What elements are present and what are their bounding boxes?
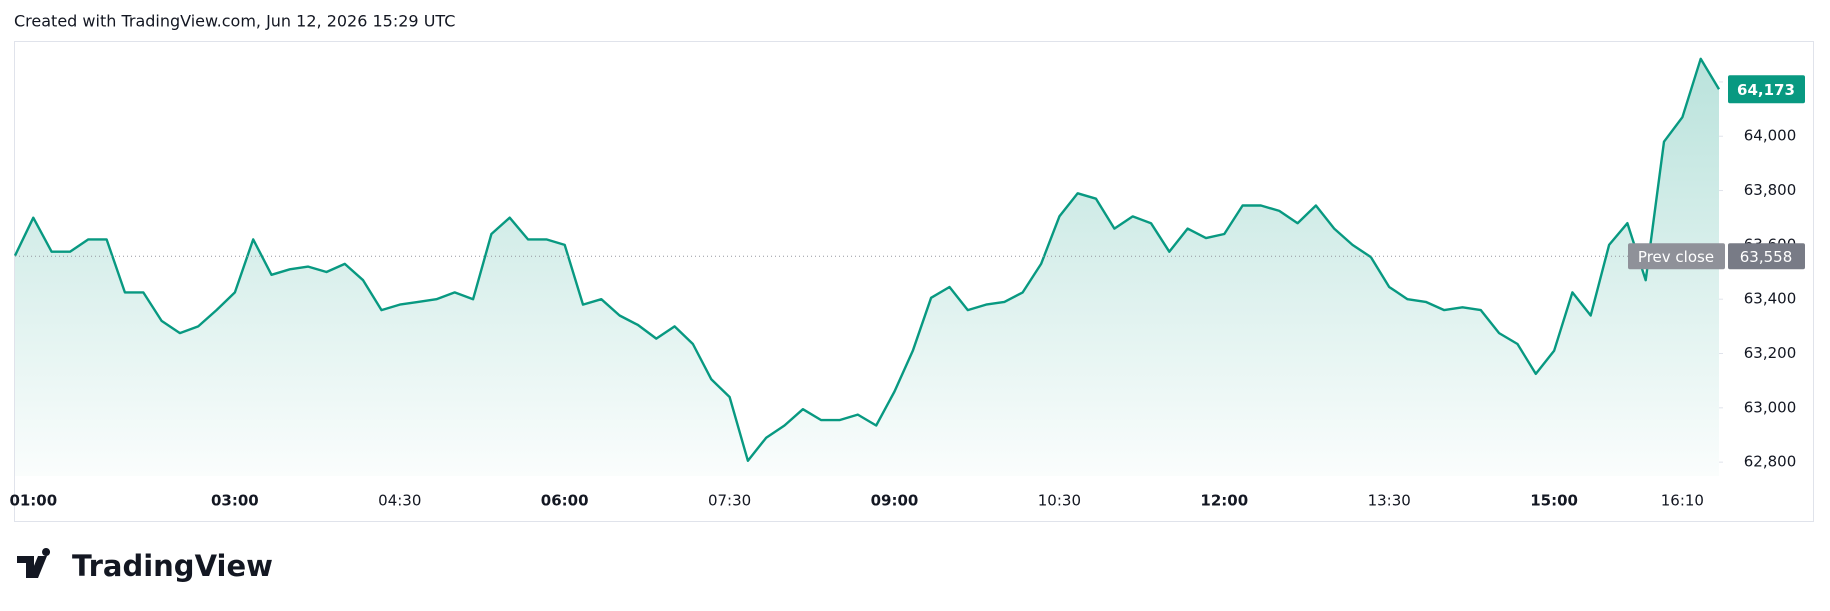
last-price-label: 64,173 [1737, 81, 1795, 99]
y-tick-label: 63,400 [1744, 290, 1797, 308]
logo: TradingView [17, 548, 273, 583]
prev-close-tag [1628, 243, 1725, 270]
logo-mark [17, 548, 51, 578]
x-tick-label: 03:00 [211, 492, 259, 510]
frame [14, 41, 1814, 522]
x-tick-label: 13:30 [1368, 492, 1411, 510]
y-tick-label: 64,000 [1744, 127, 1797, 145]
prev-close-value: 63,558 [1740, 248, 1793, 266]
line [13, 57, 1721, 462]
logo-text: TradingView [72, 549, 273, 583]
x-tick-label: 09:00 [871, 492, 919, 510]
x-tick-label: 06:00 [541, 492, 589, 510]
prev-close-value-tag [1728, 243, 1805, 270]
x-tick-label: 10:30 [1038, 492, 1081, 510]
x-tick-label: 04:30 [378, 492, 421, 510]
x-tick-label: 01:00 [9, 492, 57, 510]
y-tick-label: 63,800 [1744, 181, 1797, 199]
x-tick-label: 15:00 [1530, 492, 1578, 510]
y-tick-label: 62,800 [1744, 453, 1797, 471]
x-tick-label: 16:10 [1661, 492, 1704, 510]
prev-close-name: Prev close [1638, 248, 1714, 266]
area [15, 58, 1719, 477]
x-tick-label: 12:00 [1200, 492, 1248, 510]
header: Created with TradingView.com, Jun 12, 20… [14, 12, 455, 31]
y-tick-label: 63,000 [1744, 398, 1797, 416]
y-tick-label: 63,200 [1744, 344, 1797, 362]
last-price-tag [1728, 75, 1805, 104]
x-tick-label: 07:30 [708, 492, 751, 510]
